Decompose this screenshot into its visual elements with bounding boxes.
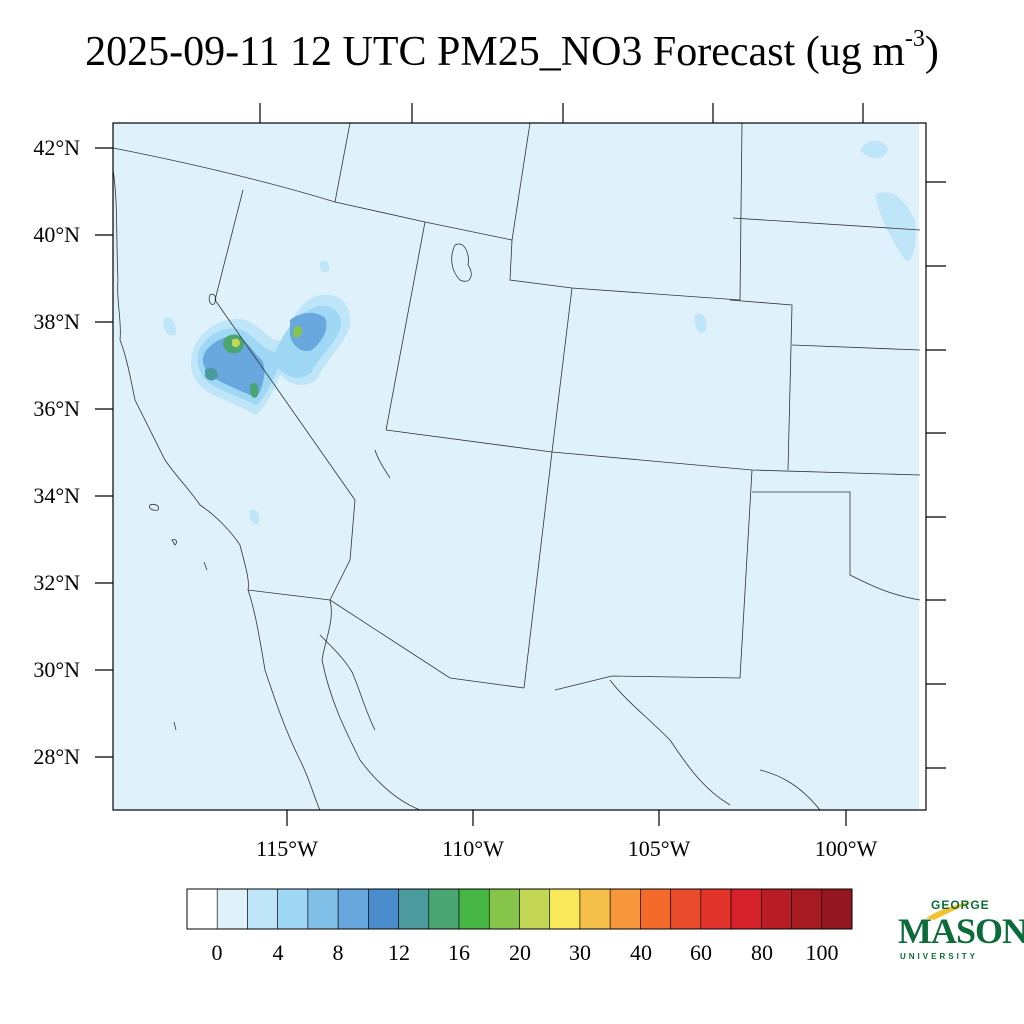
logo-george: GEORGE: [931, 898, 990, 912]
colorbar-box-9: [458, 888, 490, 930]
lat-label-40: 40°N: [33, 222, 80, 247]
colorbar-box-19: [761, 888, 792, 930]
colorbar-box-16: [670, 888, 702, 930]
lat-label-38: 38°N: [33, 309, 80, 334]
concentration-plume: [191, 294, 351, 415]
lon-ticks: [286, 810, 847, 826]
colorbar-box-17: [700, 888, 732, 930]
colorbar-box-5: [337, 888, 369, 930]
colorbar-label-30: 30: [569, 940, 591, 965]
colorbar-box-3: [277, 888, 309, 930]
lat-label-32: 32°N: [33, 570, 80, 595]
colorbar-box-6: [368, 888, 399, 930]
logo-university: UNIVERSITY: [900, 952, 979, 961]
colorbar-label-40: 40: [630, 940, 652, 965]
colorbar-label-60: 60: [690, 940, 712, 965]
map-edge-strip: [919, 123, 926, 810]
top-ticks: [259, 103, 864, 123]
colorbar-box-11: [519, 888, 551, 930]
colorbar-box-0: [186, 888, 218, 930]
lat-label-34: 34°N: [33, 483, 80, 508]
colorbar-box-13: [579, 888, 611, 930]
colorbar-label-4: 4: [272, 940, 284, 965]
lat-label-42: 42°N: [33, 135, 80, 160]
colorbar-box-4: [307, 888, 339, 930]
title-close: ): [924, 29, 939, 75]
title-text: 2025-09-11 12 UTC PM25_NO3 Forecast (ug …: [85, 29, 905, 75]
colorbar-label-12: 12: [388, 940, 410, 965]
colorbar-box-20: [791, 888, 823, 930]
colorbar-box-15: [640, 888, 671, 930]
colorbar-label-80: 80: [751, 940, 773, 965]
colorbar-box-21: [821, 888, 853, 930]
colorbar-label-20: 20: [509, 940, 531, 965]
colorbar-frame: [186, 888, 853, 930]
islands: [149, 503, 208, 731]
colorbar-label-16: 16: [448, 940, 470, 965]
lon-label-105: 105°W: [627, 836, 691, 861]
logo-mason: MASON: [898, 911, 1024, 951]
lat-label-36: 36°N: [33, 396, 80, 421]
plot-title: 2025-09-11 12 UTC PM25_NO3 Forecast (ug …: [0, 26, 1024, 76]
colorbar-box-18: [730, 888, 762, 930]
colorbar-label-8: 8: [332, 940, 344, 965]
boundary-lines: [112, 122, 921, 811]
colorbar-box-12: [549, 888, 581, 930]
colorbar-box-8: [428, 888, 460, 930]
lon-label-100: 100°W: [814, 836, 878, 861]
colorbar-box-1: [216, 888, 248, 930]
lon-label-110: 110°W: [442, 836, 504, 861]
right-ticks: [926, 181, 946, 769]
colorbar-box-7: [398, 888, 430, 930]
lat-ticks: [95, 147, 113, 758]
colorbar-box-2: [247, 888, 278, 930]
title-exponent: -3: [904, 26, 925, 52]
logo-swoosh-icon: [926, 902, 972, 920]
colorbar-box-10: [488, 888, 520, 930]
map-frame: [112, 122, 927, 811]
gmu-logo: GEORGE MASON UNIVERSITY: [898, 898, 1024, 968]
colorbar-label-0: 0: [211, 940, 223, 965]
map-background: [113, 123, 926, 810]
colorbar: [186, 888, 853, 930]
colorbar-box-14: [609, 888, 641, 930]
lon-label-115: 115°W: [256, 836, 318, 861]
light-patches: [163, 140, 916, 525]
colorbar-label-100: 100: [805, 940, 839, 965]
lat-label-30: 30°N: [33, 657, 80, 682]
lat-label-28: 28°N: [33, 744, 80, 769]
